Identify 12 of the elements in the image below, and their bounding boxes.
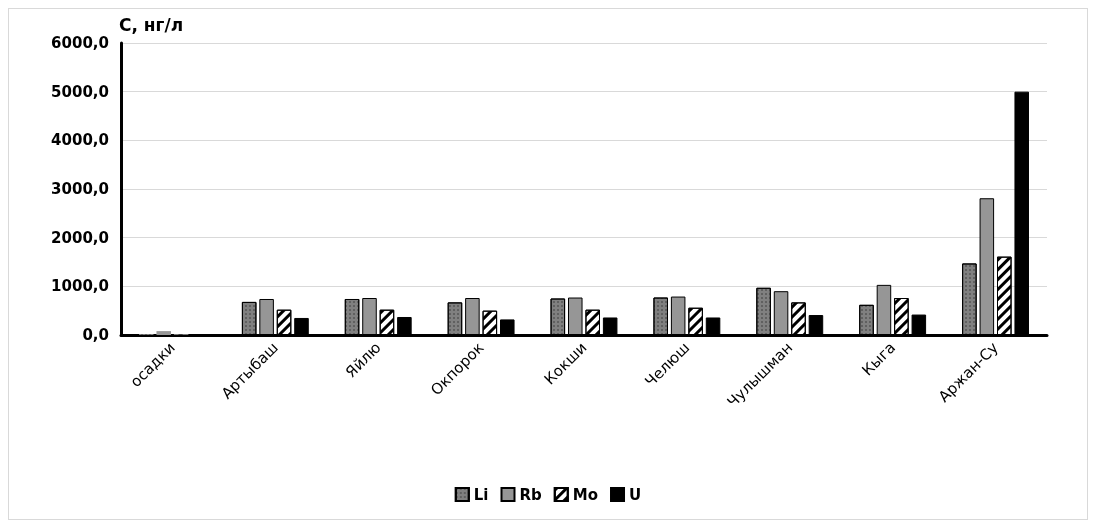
y-tick-label: 4000,0	[51, 131, 109, 150]
y-tick-label: 0,0	[82, 326, 109, 344]
y-tick-label: 1000,0	[51, 277, 109, 296]
y-tick-label: 3000,0	[51, 180, 109, 198]
legend-label: Rb	[519, 485, 543, 504]
y-axis-title: С, нг/л	[119, 14, 184, 35]
y-tick-label: 5000,0	[51, 82, 109, 101]
y-tick-label: 6000,0	[51, 34, 109, 52]
legend-label: U	[629, 485, 642, 504]
legend-label: Li	[473, 485, 489, 504]
y-tick-label: 2000,0	[51, 228, 109, 247]
legend-label: Mo	[572, 485, 599, 504]
